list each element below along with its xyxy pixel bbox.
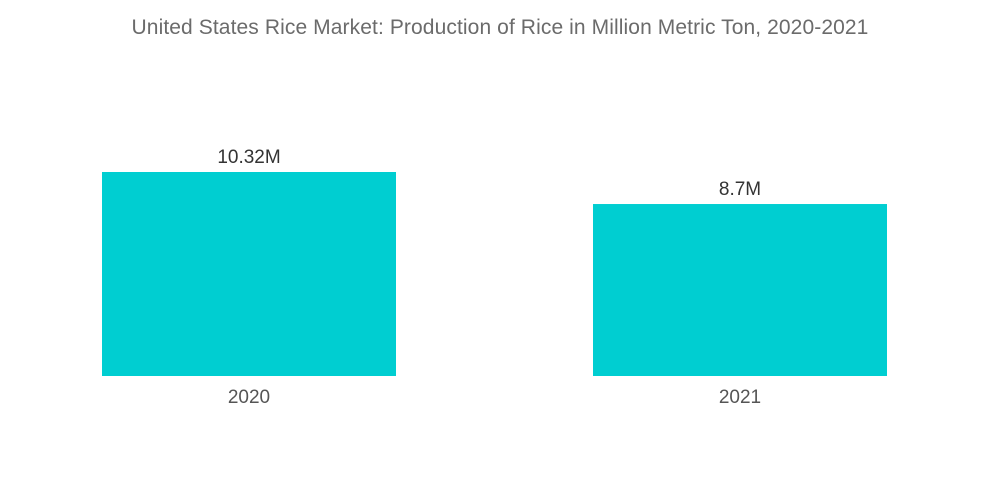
- x-axis-ticks: 2020 2021: [228, 387, 761, 408]
- x-tick-label-2020: 2020: [228, 387, 270, 408]
- bar-2020: [102, 172, 396, 376]
- x-tick-label-2021: 2021: [719, 387, 761, 408]
- chart-title: United States Rice Market: Production of…: [131, 16, 869, 39]
- bars-group: [102, 172, 887, 376]
- data-labels-group: 10.32M 8.7M: [217, 147, 761, 200]
- data-label-2020: 10.32M: [217, 147, 280, 168]
- bar-2021: [593, 204, 887, 376]
- data-label-2021: 8.7M: [719, 179, 761, 200]
